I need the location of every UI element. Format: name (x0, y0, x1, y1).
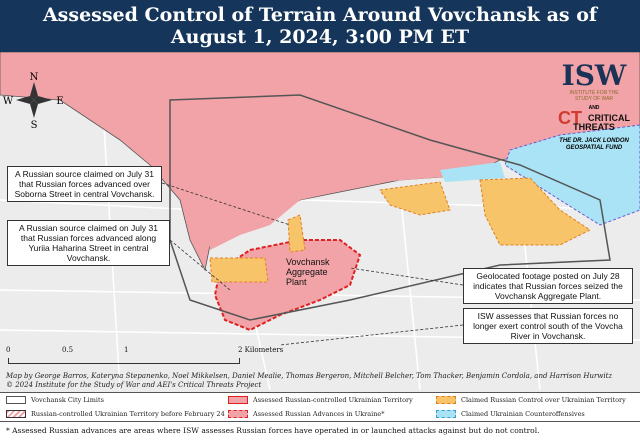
terrain-map: N S E W (0, 52, 640, 391)
claimed-russian-soborna (287, 214, 306, 253)
russian-controlled-north (180, 110, 470, 250)
title-line-1: Assessed Control of Terrain Around Vovch… (42, 4, 598, 26)
scale-tick-1: 1 (124, 346, 129, 354)
title-line-2: August 1, 2024, 3:00 PM ET (170, 26, 470, 48)
compass-n: N (30, 72, 39, 83)
and-label: AND (588, 105, 600, 111)
aggregate-plant-label: Vovchansk Aggregate Plant (286, 257, 330, 287)
compass-rose: N S E W (3, 72, 64, 131)
legend-label: Assessed Russian Advances in Ukraine* (253, 410, 385, 418)
fund-line-1: THE DR. JACK LONDON (559, 138, 629, 144)
city-limits (169, 94, 611, 321)
legend-label: Claimed Ukrainian Counteroffensives (461, 410, 585, 418)
ct-logo: CT (558, 108, 582, 128)
fund-line-2: GEOSPATIAL FUND (565, 145, 623, 151)
legend-pre-feb24: Russian-controlled Ukrainian Territory b… (6, 410, 225, 418)
legend-russian-controlled: Assessed Russian-controlled Ukrainian Te… (228, 396, 413, 404)
callout-haharina: A Russian source claimed on July 31 that… (7, 220, 170, 266)
callout-vovcha-river: ISW assesses that Russian forces no long… (463, 308, 633, 344)
logos: ISW INSTITUTE FOR THE STUDY OF WAR AND C… (552, 62, 636, 152)
legend-label: Russian-controlled Ukrainian Territory b… (31, 410, 225, 418)
legend-claimed-russian: Claimed Russian Control over Ukrainian T… (436, 396, 626, 404)
isw-sub-2: STUDY OF WAR (574, 96, 614, 102)
map-title: Assessed Control of Terrain Around Vovch… (0, 0, 640, 52)
claimed-russian-center (379, 181, 451, 216)
credits-authors: Map by George Barros, Kateryna Stepanenk… (6, 372, 613, 380)
legend-russian-advances: Assessed Russian Advances in Ukraine* (228, 410, 385, 418)
claimed-russian-east (479, 177, 591, 246)
credits-copyright: © 2024 Institute for the Study of War an… (6, 381, 262, 389)
callout-aggregate-plant: Geolocated footage posted on July 28 ind… (463, 268, 633, 304)
legend: Vovchansk City Limits Russian-controlled… (0, 392, 640, 422)
footnote: * Assessed Russian advances are areas wh… (6, 426, 540, 435)
compass-s: S (31, 120, 38, 131)
scale-tick-05: 0.5 (62, 346, 74, 354)
legend-label: Assessed Russian-controlled Ukrainian Te… (253, 396, 413, 404)
map-area: N S E W (0, 52, 640, 392)
ct-line-2: THREATS (573, 122, 615, 132)
claimed-russian-west (209, 257, 269, 283)
ukrainian-counteroffensive-north (440, 162, 505, 182)
legend-label: Claimed Russian Control over Ukrainian T… (461, 396, 626, 404)
scale-tick-0: 0 (6, 346, 11, 354)
isw-logo: ISW (561, 59, 627, 92)
compass-w: W (3, 96, 14, 107)
compass-e: E (56, 96, 63, 107)
legend-label: Vovchansk City Limits (31, 396, 104, 404)
isw-sub-1: INSTITUTE FOR THE (569, 90, 619, 96)
credits: Map by George Barros, Kateryna Stepanenk… (6, 372, 612, 390)
callout-leaders (161, 182, 464, 346)
legend-ukrainian-counteroffensives: Claimed Ukrainian Counteroffensives (436, 410, 585, 418)
ct-line-1: CRITICAL (588, 113, 630, 123)
scale-tick-2: 2 Kilometers (238, 346, 284, 354)
callout-soborna: A Russian source claimed on July 31 that… (7, 166, 162, 202)
legend-city-limits: Vovchansk City Limits (6, 396, 104, 404)
